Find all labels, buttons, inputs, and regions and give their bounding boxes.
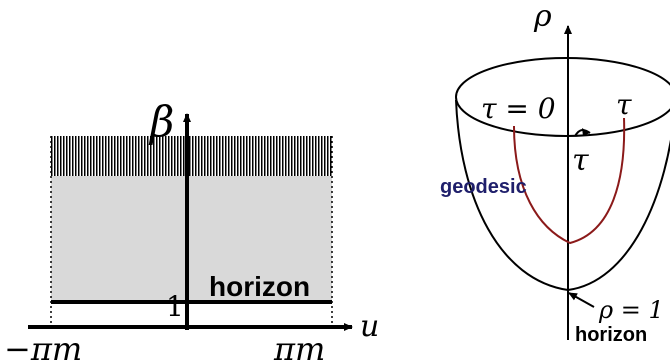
tick-label-one: 1 — [166, 290, 184, 323]
right-limit-label: πm — [273, 330, 325, 362]
right-horizon-label: horizon — [575, 324, 647, 346]
tau-arrow-label: τ — [572, 143, 589, 178]
gray-region — [51, 176, 332, 302]
bowl-surface — [455, 99, 670, 292]
geodesic-curve — [513, 117, 626, 245]
tau-zero-label: τ = 0 — [481, 92, 556, 125]
left-panel: β u 1 horizon −πm πm — [4, 97, 379, 362]
u-axis-label: u — [360, 309, 379, 344]
hatched-band — [51, 136, 332, 176]
right-panel: ρ τ = 0 τ τ geodesic ρ = 1 horizon — [440, 0, 670, 346]
rho-axis-label: ρ — [533, 0, 552, 34]
tau-arrow-head — [582, 128, 590, 136]
horizon-label: horizon — [209, 271, 310, 302]
horizon-pointer — [568, 292, 595, 308]
bowl-rim — [455, 57, 670, 137]
left-limit-label: −πm — [4, 330, 82, 362]
beta-axis-label: β — [148, 97, 174, 146]
rho-one-label: ρ = 1 — [598, 296, 664, 324]
geodesic-label: geodesic — [440, 176, 527, 198]
tau-top-label: τ — [616, 88, 632, 121]
